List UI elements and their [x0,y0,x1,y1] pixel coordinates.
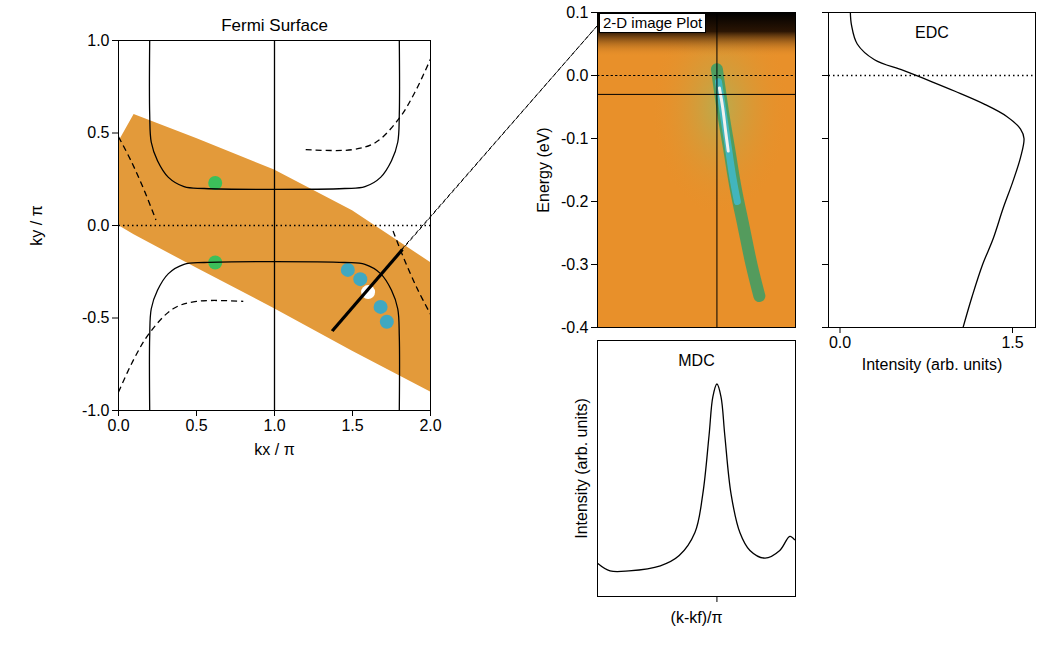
svg-text:EDC: EDC [915,24,949,41]
svg-text:-0.2: -0.2 [561,193,589,210]
svg-text:0.5: 0.5 [185,417,207,434]
svg-text:0.0: 0.0 [829,334,851,351]
svg-text:0.0: 0.0 [87,217,109,234]
svg-text:0.5: 0.5 [87,124,109,141]
svg-text:(k-kf)/π: (k-kf)/π [671,609,723,626]
svg-text:Intensity (arb. units): Intensity (arb. units) [573,398,590,539]
svg-text:1.5: 1.5 [341,417,363,434]
svg-text:ky / π: ky / π [28,205,45,245]
svg-text:kx / π: kx / π [254,441,294,458]
svg-text:0.1: 0.1 [566,4,588,21]
svg-text:0.0: 0.0 [107,417,129,434]
svg-text:1.5: 1.5 [1001,334,1023,351]
svg-text:-1.0: -1.0 [82,402,110,419]
svg-text:0.0: 0.0 [566,67,588,84]
svg-text:Energy (eV): Energy (eV) [535,127,552,212]
svg-text:MDC: MDC [678,352,714,369]
html-text:2-D image Plot: 2-D image Plot [603,14,703,31]
svg-text:1.0: 1.0 [87,32,109,49]
svg-text:1.0: 1.0 [263,417,285,434]
svg-text:Fermi Surface: Fermi Surface [221,16,328,35]
svg-text:-0.3: -0.3 [561,256,589,273]
svg-text:-0.4: -0.4 [561,319,589,336]
svg-text:2.0: 2.0 [419,417,441,434]
svg-text:-0.5: -0.5 [82,309,110,326]
svg-text:Intensity (arb. units): Intensity (arb. units) [862,356,1003,373]
svg-text:-0.1: -0.1 [561,130,589,147]
